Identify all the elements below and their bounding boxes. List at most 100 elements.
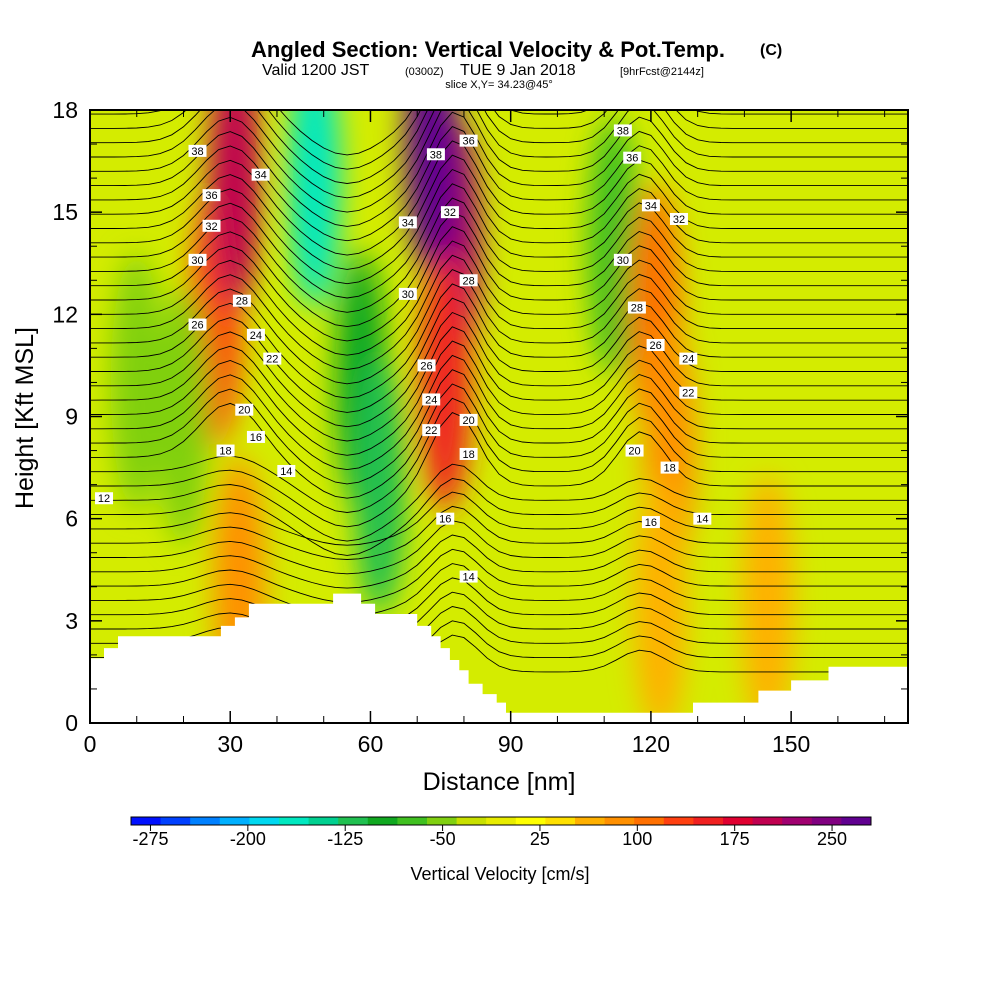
colorbar-label: -275 — [132, 829, 168, 849]
contour-label-text: 20 — [238, 405, 250, 417]
potential-temperature-contours — [90, 110, 908, 689]
contour-label-16: 16 — [641, 516, 660, 529]
colorbar-swatch — [279, 817, 310, 825]
contour-label-box — [459, 134, 478, 147]
colorbar-frame — [130, 816, 872, 826]
pot-temp-contour — [90, 197, 908, 313]
contour-label-box — [613, 253, 632, 266]
x-tick-label: 120 — [632, 731, 670, 757]
contour-label-box — [246, 328, 265, 341]
contour-label-box — [422, 393, 441, 406]
contour-label-18: 18 — [660, 461, 679, 475]
contour-label-text: 18 — [219, 446, 231, 458]
contour-label-box — [641, 516, 660, 529]
contour-label-38: 38 — [613, 124, 632, 137]
colorbar-swatch — [693, 817, 724, 825]
pot-temp-contour — [90, 154, 908, 270]
forecast-info: [9hrFcst@2144z] — [620, 66, 704, 78]
contour-label-box — [459, 413, 478, 426]
pot-temp-contour — [90, 110, 908, 156]
contour-label-box — [440, 206, 459, 219]
pot-temp-contour — [90, 226, 908, 342]
contour-label-box — [679, 352, 698, 365]
pot-temp-contour — [90, 577, 908, 632]
contour-label-28: 28 — [232, 294, 251, 308]
slice-info: slice X,Y= 34.23@45° — [445, 79, 553, 91]
contour-label-text: 24 — [682, 354, 694, 366]
y-tick-label: 6 — [65, 506, 78, 532]
valid-prefix: Valid 1200 JST — [262, 62, 370, 79]
y-tick-label: 12 — [52, 301, 78, 327]
contour-label-text: 38 — [191, 146, 203, 158]
contour-label-text: 14 — [696, 514, 708, 526]
pot-temp-contour — [90, 326, 908, 442]
contour-labels: 38 36 34 32 30 28 26 24 22 20 18 16 14 12 38 36 34 32 30 28… — [95, 124, 712, 584]
colorbar-swatch — [338, 817, 369, 825]
colorbar-swatch — [723, 817, 754, 825]
contour-label-16: 16 — [246, 430, 265, 444]
contour-label-box — [202, 189, 221, 202]
contour-label-28: 28 — [459, 274, 478, 287]
contour-label-text: 26 — [649, 340, 661, 352]
pot-temp-contour — [90, 269, 908, 385]
contour-label-32: 32 — [669, 212, 688, 226]
contour-label-text: 36 — [626, 153, 638, 165]
colorbar-label: -50 — [430, 829, 456, 849]
contour-label-30: 30 — [188, 253, 207, 267]
contour-label-box — [436, 512, 455, 525]
velocity-feature-1 — [208, 110, 261, 309]
contour-label-box — [188, 318, 207, 331]
velocity-feature-15 — [157, 286, 210, 547]
contour-label-text: 20 — [462, 415, 474, 427]
contour-label-box — [251, 168, 270, 181]
contour-label-text: 30 — [191, 255, 203, 267]
contour-label-box — [95, 492, 114, 505]
colorbar-label: 175 — [720, 829, 750, 849]
plot-area: 38 36 34 32 30 28 26 24 22 20 18 16 14 12 38 36 34 32 30 28… — [90, 110, 908, 723]
contour-label-box — [459, 447, 478, 460]
contour-label-text: 28 — [236, 296, 248, 308]
colorbar-swatch — [545, 817, 576, 825]
colorbar-swatch — [219, 817, 250, 825]
contour-label-text: 14 — [462, 572, 474, 584]
contour-label-text: 36 — [462, 136, 474, 148]
contour-label-26: 26 — [646, 338, 665, 352]
pot-temp-contour — [90, 505, 908, 560]
contour-label-12: 12 — [95, 492, 114, 505]
colorbar: -275 -200 -125 -50 25 100 175 250 — [130, 816, 872, 849]
velocity-feature-7 — [419, 252, 472, 513]
pot-temp-contour — [90, 548, 908, 603]
terrain-mask — [90, 593, 908, 723]
contour-label-box — [459, 570, 478, 583]
contour-label-36: 36 — [623, 151, 642, 165]
contour-label-20: 20 — [235, 403, 254, 417]
contour-label-box — [422, 424, 441, 437]
pot-temp-contour — [90, 283, 908, 399]
contour-label-box — [660, 461, 679, 474]
colorbar-swatch — [663, 817, 694, 825]
contour-label-22: 22 — [263, 352, 282, 366]
x-tick-label: 0 — [84, 731, 97, 757]
contour-label-34: 34 — [641, 199, 660, 212]
pot-temp-contour — [90, 491, 908, 546]
contour-label-box — [188, 144, 207, 157]
contour-label-18: 18 — [459, 447, 478, 461]
utc-time: (0300Z) — [405, 66, 444, 78]
colorbar-label: 100 — [622, 829, 652, 849]
contour-label-36: 36 — [202, 189, 221, 202]
velocity-feature-12 — [634, 473, 687, 723]
colorbar-swatch — [160, 817, 191, 825]
colorbar-swatch — [575, 817, 606, 825]
contour-label-24: 24 — [422, 393, 441, 406]
contour-label-28: 28 — [627, 301, 646, 315]
contour-label-20: 20 — [625, 444, 644, 458]
contour-label-box — [398, 287, 417, 300]
contour-label-text: 30 — [402, 289, 414, 301]
contour-label-box — [232, 294, 251, 307]
pot-temp-contour — [90, 110, 908, 213]
contour-label-34: 34 — [398, 216, 417, 229]
chart-title: Angled Section: Vertical Velocity & Pot.… — [251, 37, 725, 62]
contour-label-text: 36 — [205, 190, 217, 202]
